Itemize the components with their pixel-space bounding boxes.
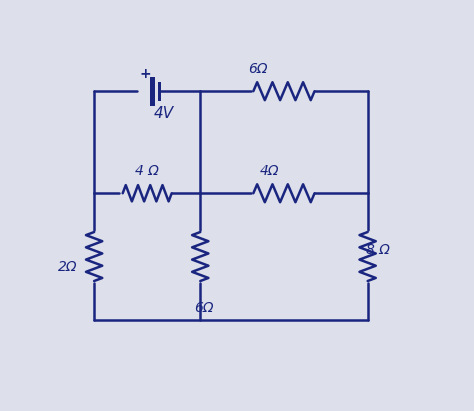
- Text: 4V: 4V: [154, 106, 173, 121]
- Text: 6Ω: 6Ω: [247, 62, 267, 76]
- Text: +: +: [139, 67, 151, 81]
- Text: 4Ω: 4Ω: [260, 164, 279, 178]
- Text: 8 Ω: 8 Ω: [366, 243, 390, 257]
- Text: 6Ω: 6Ω: [195, 300, 214, 314]
- Text: 2Ω: 2Ω: [58, 260, 77, 274]
- Text: 4 Ω: 4 Ω: [135, 164, 159, 178]
